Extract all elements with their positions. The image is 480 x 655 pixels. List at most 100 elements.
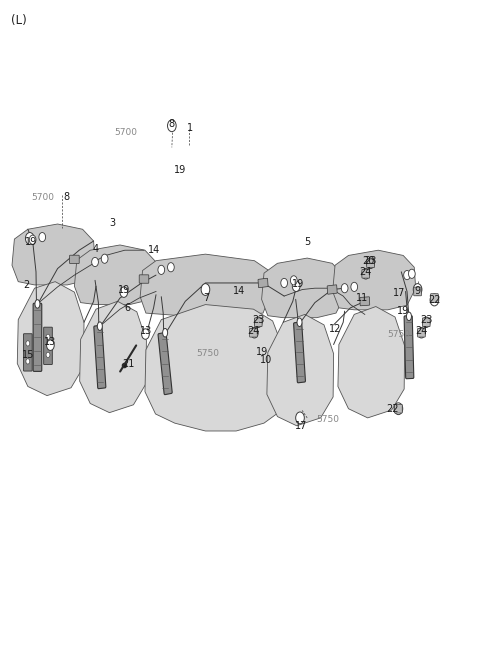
Polygon shape [74,245,157,305]
Text: 1: 1 [187,122,192,133]
Text: 24: 24 [360,267,372,277]
Circle shape [92,257,98,267]
Circle shape [26,341,30,346]
Text: 5: 5 [304,237,311,248]
FancyBboxPatch shape [360,297,370,306]
Text: 8: 8 [63,191,69,202]
Text: 5700: 5700 [32,193,55,202]
Circle shape [46,352,50,358]
Text: 13: 13 [44,337,57,347]
FancyBboxPatch shape [94,326,106,388]
Circle shape [201,284,210,295]
Circle shape [25,233,34,244]
Circle shape [367,258,374,269]
Text: 23: 23 [364,255,377,266]
Polygon shape [262,258,345,318]
FancyBboxPatch shape [294,322,305,383]
Circle shape [413,284,422,295]
FancyBboxPatch shape [404,316,414,379]
Text: 11: 11 [356,293,369,303]
Text: 8: 8 [169,119,175,130]
Circle shape [142,329,149,339]
Text: (L): (L) [11,14,26,28]
Text: 17: 17 [393,288,406,299]
Circle shape [430,294,439,306]
FancyBboxPatch shape [431,293,438,303]
Text: 6: 6 [124,303,130,313]
Polygon shape [12,224,95,285]
Ellipse shape [407,312,411,321]
Text: 24: 24 [415,326,428,336]
Polygon shape [80,301,146,413]
FancyBboxPatch shape [418,328,425,337]
Circle shape [251,328,258,338]
Ellipse shape [163,329,168,337]
Circle shape [46,334,50,339]
Polygon shape [145,305,284,431]
Circle shape [296,412,304,424]
Circle shape [158,265,165,274]
FancyBboxPatch shape [327,285,337,294]
Circle shape [292,281,300,291]
Ellipse shape [297,318,302,326]
Text: 13: 13 [140,326,153,336]
Text: 21: 21 [122,358,135,369]
Text: 9: 9 [415,286,420,297]
FancyBboxPatch shape [24,334,32,371]
Text: 19: 19 [118,284,130,295]
Polygon shape [338,307,405,418]
Text: 20: 20 [362,255,375,266]
Circle shape [29,235,36,244]
Text: 2: 2 [23,280,30,290]
Ellipse shape [35,299,40,308]
Text: 19: 19 [174,165,186,176]
Circle shape [290,276,297,285]
Circle shape [422,317,430,328]
Circle shape [168,263,174,272]
Text: 7: 7 [203,293,210,303]
Text: 15: 15 [22,350,34,360]
Circle shape [101,254,108,263]
Circle shape [168,120,176,132]
Text: 14: 14 [233,286,245,297]
FancyBboxPatch shape [254,318,262,327]
Circle shape [47,340,54,350]
Text: 23: 23 [420,314,432,325]
Text: 5750: 5750 [196,349,219,358]
Text: 19: 19 [397,306,409,316]
Text: 19: 19 [255,347,268,358]
FancyBboxPatch shape [362,269,370,278]
FancyBboxPatch shape [250,328,257,337]
Polygon shape [17,282,84,396]
Text: 22: 22 [428,295,441,305]
Circle shape [418,328,425,338]
FancyBboxPatch shape [139,275,149,283]
FancyBboxPatch shape [414,287,421,296]
Polygon shape [333,250,416,310]
Text: 14: 14 [147,245,160,255]
Circle shape [254,317,262,328]
FancyBboxPatch shape [70,255,79,263]
Polygon shape [140,254,270,318]
FancyBboxPatch shape [395,404,402,413]
Text: 5700: 5700 [114,128,137,137]
Circle shape [394,403,403,415]
Circle shape [362,269,370,279]
Text: 22: 22 [386,404,399,415]
FancyBboxPatch shape [33,303,42,371]
Text: 12: 12 [329,324,341,334]
Text: 17: 17 [295,421,307,431]
Circle shape [408,269,415,278]
Circle shape [39,233,46,242]
Ellipse shape [97,322,102,330]
Circle shape [404,271,410,280]
Text: 4: 4 [93,244,99,254]
Circle shape [351,282,358,291]
FancyBboxPatch shape [367,259,374,268]
Circle shape [341,284,348,293]
FancyBboxPatch shape [258,278,268,288]
Text: 5750: 5750 [387,329,410,339]
FancyBboxPatch shape [422,318,430,327]
Text: 3: 3 [110,217,116,228]
Text: 23: 23 [252,314,264,325]
